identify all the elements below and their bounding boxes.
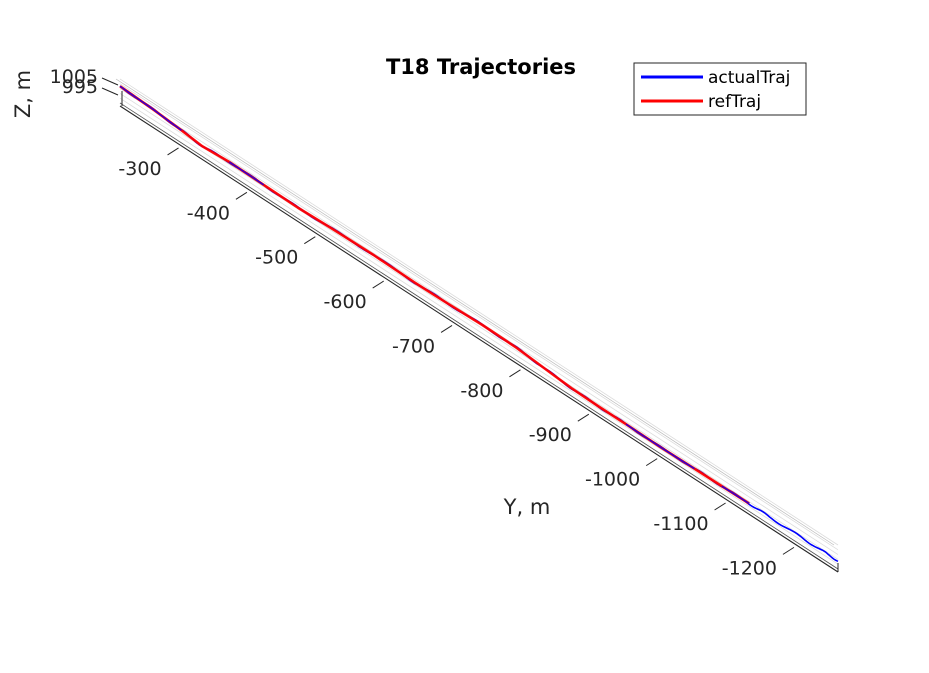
grid-line-z xyxy=(119,97,839,565)
chart-title: T18 Trajectories xyxy=(386,55,576,79)
y-tick-label: -500 xyxy=(255,247,298,269)
grid-line-z xyxy=(119,78,839,546)
series-lines xyxy=(119,85,839,563)
series-overlay-actualTraj xyxy=(119,85,182,131)
axis-edge-bottom xyxy=(119,105,839,573)
y-tick-label: -700 xyxy=(392,335,435,357)
series-overlay-actualTraj xyxy=(721,485,750,505)
y-tick-mark xyxy=(235,191,248,200)
legend: actualTraj refTraj xyxy=(633,62,807,116)
legend-label-actualTraj: actualTraj xyxy=(708,68,790,88)
y-tick-label: -800 xyxy=(460,380,503,402)
axes-box xyxy=(115,78,839,573)
y-tick-label: -900 xyxy=(529,424,572,446)
legend-label-refTraj: refTraj xyxy=(708,92,761,112)
z-tick-label: 995 xyxy=(62,76,98,98)
axis-edge-top xyxy=(115,78,835,546)
axis-edge-front xyxy=(119,102,839,570)
z-tick-mark xyxy=(101,87,119,96)
y-tick-label: -1000 xyxy=(585,469,640,491)
z-tick-label: 1005 xyxy=(50,66,98,88)
y-tick-label: -300 xyxy=(118,158,161,180)
series-overlay-actualTraj xyxy=(625,423,695,470)
y-tick-label: -1100 xyxy=(653,513,708,535)
y-tick-mark xyxy=(645,458,658,467)
y-tick-mark xyxy=(304,236,316,245)
y-tick-mark xyxy=(577,413,590,422)
z-tick-mark xyxy=(101,77,119,86)
y-tick-mark xyxy=(372,280,384,289)
series-overlay-actualTraj xyxy=(229,161,264,186)
y-tick-mark xyxy=(509,369,521,378)
grid-line-z xyxy=(119,93,839,560)
y-tick-mark xyxy=(167,147,179,156)
y-tick-mark xyxy=(440,325,453,333)
y-tick-label: -400 xyxy=(187,202,230,224)
y-tick-label: -600 xyxy=(324,291,367,313)
legend-box xyxy=(633,62,807,116)
z-axis-label: Z, m xyxy=(11,70,35,118)
y-tick-mark xyxy=(714,502,726,511)
grid-line-z xyxy=(119,83,839,551)
y-axis-ticks: -300 -400 -500 -600 -700 -800 -900 -1000 -1100 -1… xyxy=(118,147,795,579)
y-tick-mark xyxy=(782,546,795,555)
y-axis-label: Y, m xyxy=(503,495,551,519)
y-tick-label: -1200 xyxy=(722,557,777,579)
